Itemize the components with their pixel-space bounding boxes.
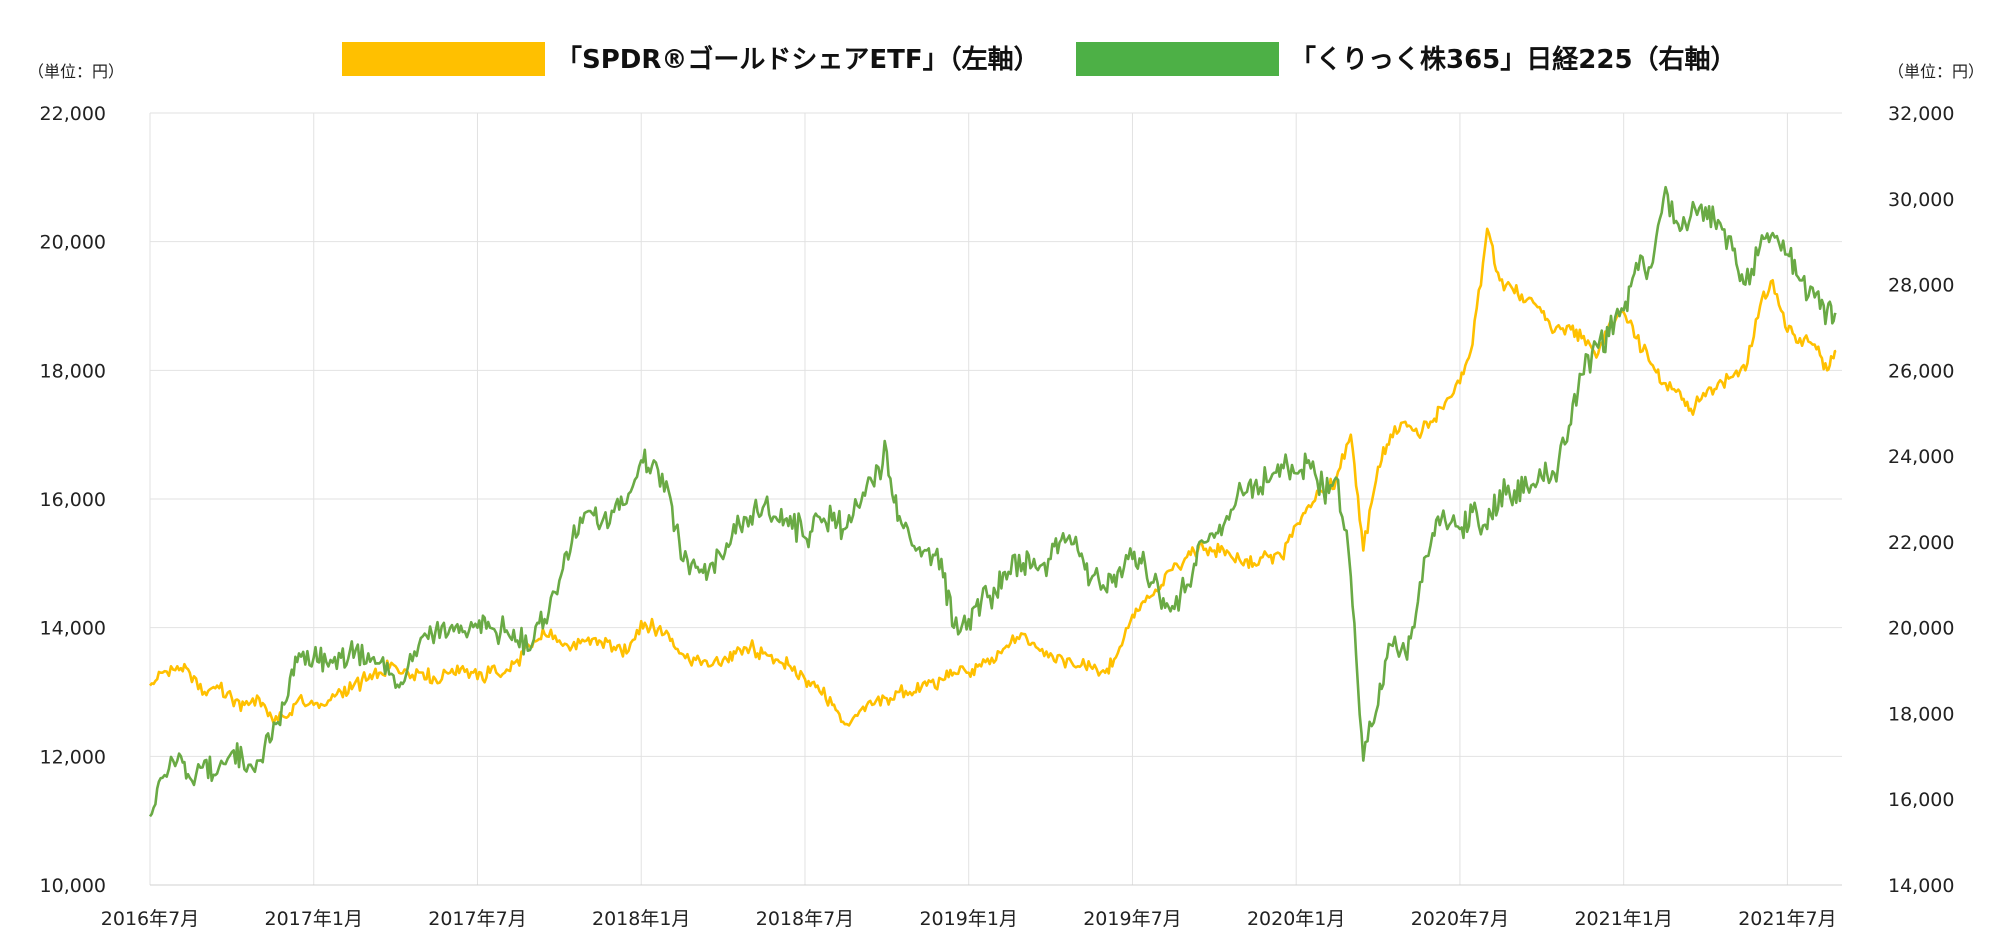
x-tick-label: 2021年7月 [1738,908,1836,930]
x-tick-label: 2021年1月 [1574,908,1672,930]
right-tick-label: 24,000 [1888,446,1954,468]
left-tick-label: 16,000 [40,489,106,511]
right-tick-label: 14,000 [1888,875,1954,897]
x-axis-ticks: 2016年7月 2017年1月 2017年7月 2018年1月 2018年7月 2019年… [101,908,1837,930]
legend: 「SPDR®ゴールドシェアETF」（左軸） 「くりっく株365」日経225（右軸… [342,42,1737,76]
series-line-nikkei [148,185,1837,818]
legend-swatch-nikkei [1076,42,1279,76]
left-tick-label: 20,000 [40,232,106,254]
x-tick-label: 2018年1月 [592,908,690,930]
x-tick-label: 2016年7月 [101,908,199,930]
right-tick-label: 28,000 [1888,275,1954,297]
left-tick-label: 18,000 [40,360,106,382]
right-tick-label: 18,000 [1888,703,1954,725]
right-tick-label: 32,000 [1888,103,1954,125]
x-tick-label: 2020年1月 [1247,908,1345,930]
right-tick-label: 26,000 [1888,360,1954,382]
series-line-gold [148,227,1837,727]
left-tick-label: 14,000 [40,618,106,640]
right-tick-label: 30,000 [1888,189,1954,211]
x-tick-label: 2017年7月 [428,908,526,930]
legend-label-gold: 「SPDR®ゴールドシェアETF」（左軸） [556,44,1040,75]
right-tick-label: 16,000 [1888,789,1954,811]
left-tick-label: 12,000 [40,746,106,768]
legend-swatch-gold [342,42,545,76]
x-tick-label: 2017年1月 [265,908,363,930]
x-tick-label: 2018年7月 [756,908,854,930]
left-tick-label: 10,000 [40,875,106,897]
right-axis-ticks: 14,000 16,000 18,000 20,000 22,000 24,000 26,0… [1888,103,1954,897]
right-tick-label: 22,000 [1888,532,1954,554]
left-axis-ticks: 10,000 12,000 14,000 16,000 18,000 20,000 22,0… [40,103,106,897]
left-axis-unit-label: （単位：円） [28,62,124,81]
left-tick-label: 22,000 [40,103,106,125]
right-axis-unit-label: （単位：円） [1888,62,1984,81]
right-tick-label: 20,000 [1888,618,1954,640]
x-tick-label: 2019年7月 [1083,908,1181,930]
x-tick-label: 2020年7月 [1411,908,1509,930]
x-tick-label: 2019年1月 [919,908,1017,930]
grid-lines [149,112,1842,886]
legend-label-nikkei: 「くりっく株365」日経225（右軸） [1290,44,1737,75]
